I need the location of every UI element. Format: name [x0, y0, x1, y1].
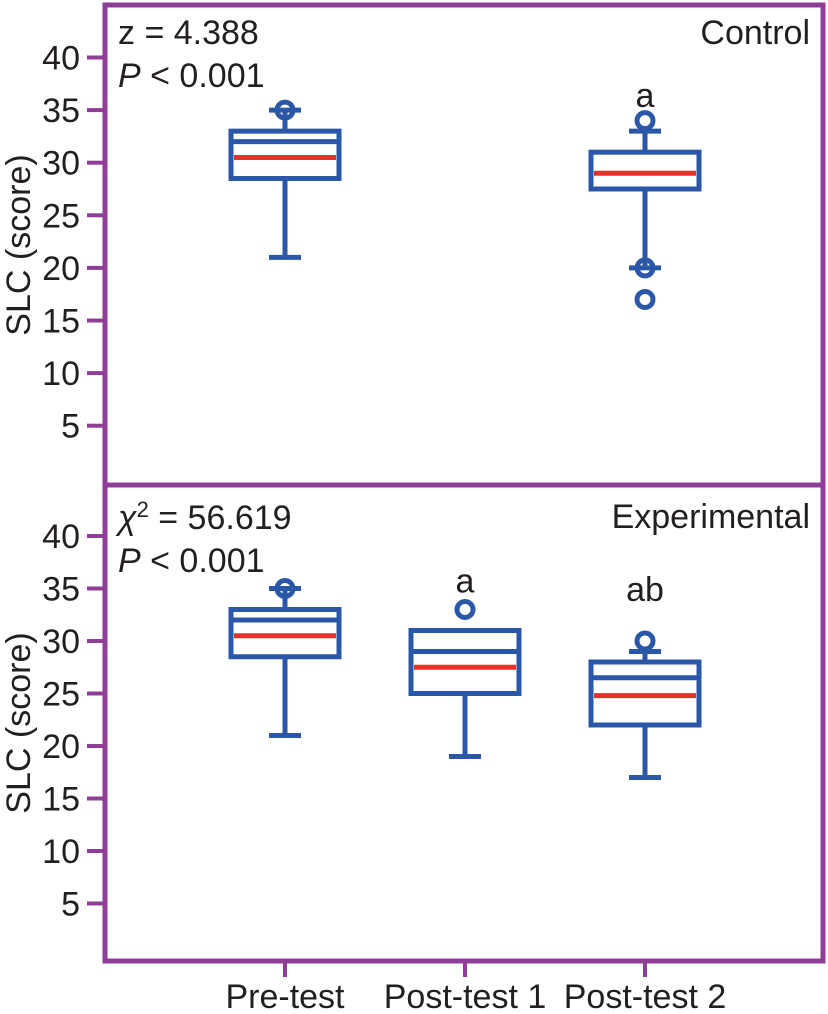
boxplot-pre-test	[228, 99, 342, 260]
y-axis-tick-label: 40	[42, 518, 80, 556]
y-axis-tick-label: 20	[42, 250, 80, 288]
iqr-box	[408, 628, 522, 696]
panel-control: 5 10 15 20 25 30 35 40 SLC (score) z = 4.388 P < 0…	[0, 2, 826, 488]
y-axis-tick-label: 30	[42, 623, 80, 661]
panel-label: Experimental	[612, 498, 810, 536]
x-axis: Pre-test Post-test 1 Post-test 2	[225, 961, 726, 1014]
y-axis-tick-label: 20	[42, 728, 80, 766]
significance-label: a	[456, 563, 475, 601]
y-axis-tick-label: 40	[42, 40, 80, 78]
outlier-circle	[634, 630, 656, 652]
iqr-box	[228, 607, 342, 660]
outlier-circle	[634, 257, 656, 279]
y-axis-title: SLC (score)	[0, 154, 38, 335]
y-axis-tick-label: 5	[61, 886, 80, 924]
boxplot-post-test-2: ab	[588, 571, 702, 780]
y-axis-tick-label: 25	[42, 676, 80, 714]
x-axis-label: Post-test 1	[384, 978, 547, 1014]
y-axis-tick-label: 35	[42, 92, 80, 130]
significance-label: a	[636, 77, 655, 115]
stat-line-2: P < 0.001	[118, 542, 265, 580]
significance-label: ab	[626, 571, 664, 609]
panel-label: Control	[700, 14, 810, 52]
y-axis-tick-label: 35	[42, 571, 80, 609]
y-axis-tick-label: 5	[61, 408, 80, 446]
y-axis-title: SLC (score)	[0, 632, 38, 813]
y-axis-tick-label: 25	[42, 197, 80, 235]
panel-experimental: 5 10 15 20 25 30 35 40 SLC (score) χ2 = 56.619 P <…	[0, 482, 826, 964]
outlier-circle	[454, 599, 476, 620]
x-axis-label: Pre-test	[225, 978, 345, 1014]
outlier-circle	[274, 578, 296, 599]
iqr-box	[588, 149, 702, 192]
stat-line-2: P < 0.001	[118, 57, 265, 95]
y-axis-tick-label: 15	[42, 303, 80, 341]
outlier-circle	[274, 99, 296, 121]
y-axis-tick-label: 10	[42, 833, 80, 871]
stat-line-1: χ2 = 56.619	[115, 497, 292, 537]
stat-line-1: z = 4.388	[118, 14, 259, 52]
outlier-circle	[634, 110, 656, 132]
boxplot-post-test-2: a	[588, 77, 702, 310]
y-axis-tick-label: 10	[42, 355, 80, 393]
y-axis-tick-label: 15	[42, 781, 80, 819]
boxplot-pre-test	[228, 578, 342, 738]
x-axis-label: Post-test 2	[564, 978, 727, 1014]
y-axis-tick-label: 30	[42, 145, 80, 183]
outlier-circle	[634, 288, 656, 310]
iqr-box	[228, 128, 342, 181]
boxplot-post-test-1: a	[408, 563, 522, 759]
